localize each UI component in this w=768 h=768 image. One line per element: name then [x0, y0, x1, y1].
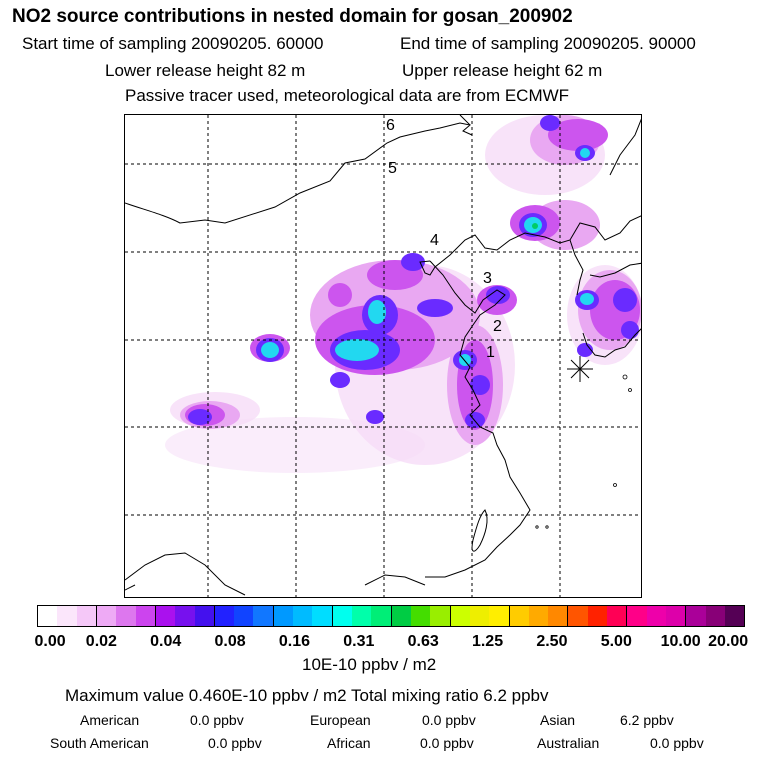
colorbar-tick-label: 20.00	[708, 633, 749, 650]
colorbar-segment	[528, 606, 549, 626]
australian-value: 0.0 ppbv	[650, 735, 704, 751]
colorbar-segment	[116, 606, 136, 626]
colorbar-segment	[509, 606, 529, 626]
coastlines	[125, 115, 641, 596]
colorbar-tick-label: 0.02	[85, 633, 117, 650]
colorbar-segment	[607, 606, 628, 626]
colorbar-segment	[155, 606, 176, 626]
end-time: End time of sampling 20090205. 90000	[400, 34, 696, 53]
colorbar-segment	[273, 606, 294, 626]
colorbar-segment	[57, 606, 77, 626]
grid-label-1: 1	[486, 344, 495, 361]
american-label: American	[80, 712, 140, 728]
colorbar-segment	[568, 606, 588, 626]
colorbar-tick-label: 5.00	[600, 633, 632, 650]
colorbar-segment	[666, 606, 687, 626]
grid-label-2: 2	[493, 318, 502, 335]
colorbar	[37, 605, 745, 627]
south-american-value: 0.0 ppbv	[208, 735, 262, 751]
grid-label-3: 3	[483, 270, 492, 287]
map-panel: 6 5 4 3 2 1	[124, 114, 642, 598]
colorbar-segment	[705, 606, 725, 626]
american-value: 0.0 ppbv	[190, 712, 244, 728]
map-canvas: 6 5 4 3 2 1	[125, 115, 641, 597]
colorbar-segment	[175, 606, 195, 626]
colorbar-tick-label: 0.00	[34, 633, 66, 650]
colorbar-segment	[430, 606, 451, 626]
colorbar-segment	[253, 606, 274, 626]
colorbar-units: 10E-10 ppbv / m2	[302, 655, 437, 674]
colorbar-segment	[724, 606, 745, 626]
colorbar-segment	[371, 606, 392, 626]
colorbar-tick-label: 0.31	[343, 633, 375, 650]
lower-release-height: Lower release height 82 m	[105, 61, 306, 80]
colorbar-tick-label: 2.50	[536, 633, 568, 650]
colorbar-segment	[135, 606, 156, 626]
colorbar-segment	[76, 606, 97, 626]
grid-label-6: 6	[386, 117, 395, 134]
upper-release-height: Upper release height 62 m	[402, 61, 603, 80]
islands	[535, 374, 632, 529]
european-value: 0.0 ppbv	[422, 712, 476, 728]
colorbar-segment	[38, 606, 58, 626]
african-value: 0.0 ppbv	[420, 735, 474, 751]
grid-label-5: 5	[388, 160, 397, 177]
colorbar-segment	[194, 606, 215, 626]
colorbar-segment	[686, 606, 706, 626]
colorbar-segment	[450, 606, 470, 626]
figure-title: NO2 source contributions in nested domai…	[12, 6, 573, 27]
colorbar-tick-label: 0.16	[278, 633, 311, 650]
colorbar-segment	[214, 606, 235, 626]
colorbar-tick-label: 1.25	[471, 633, 504, 650]
australian-label: Australian	[537, 735, 600, 751]
south-american-label: South American	[50, 735, 149, 751]
european-label: European	[310, 712, 371, 728]
colorbar-segment	[469, 606, 490, 626]
receptor-star-icon	[567, 356, 593, 382]
colorbar-segment	[391, 606, 411, 626]
colorbar-segment	[234, 606, 254, 626]
asian-value: 6.2 ppbv	[620, 712, 674, 728]
colorbar-segment	[352, 606, 372, 626]
colorbar-segment	[96, 606, 117, 626]
colorbar-segment	[332, 606, 352, 626]
colorbar-tick-label: 0.04	[150, 633, 182, 650]
max-value-line: Maximum value 0.460E-10 ppbv / m2 Total …	[65, 686, 549, 705]
african-label: African	[327, 735, 371, 751]
colorbar-tick-label: 10.00	[660, 633, 701, 650]
colorbar-segment	[489, 606, 510, 626]
colorbar-segment	[293, 606, 313, 626]
start-time: Start time of sampling 20090205. 60000	[22, 34, 324, 53]
asian-label: Asian	[540, 712, 576, 728]
colorbar-segment	[627, 606, 647, 626]
concentration-field	[165, 115, 641, 473]
colorbar-segment	[587, 606, 608, 626]
colorbar-segment	[646, 606, 666, 626]
colorbar-tick-label: 0.63	[407, 633, 439, 650]
colorbar-segment	[548, 606, 569, 626]
tracer-note: Passive tracer used, meteorological data…	[125, 86, 570, 105]
colorbar-tick-label: 0.08	[214, 633, 246, 650]
colorbar-segment	[410, 606, 431, 626]
grid-label-4: 4	[430, 232, 439, 249]
colorbar-segment	[312, 606, 333, 626]
